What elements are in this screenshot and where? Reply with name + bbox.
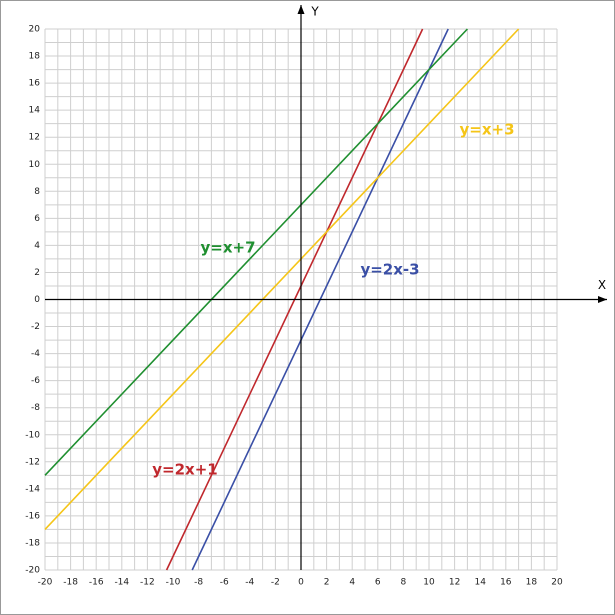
x-tick-label: 6 (375, 578, 381, 588)
x-tick-label: 10 (423, 578, 435, 588)
x-axis-arrow (598, 296, 607, 303)
y-tick-label: 16 (29, 79, 41, 89)
x-axis-label: X (598, 278, 606, 292)
series-label: y=x+3 (459, 121, 514, 139)
y-tick-label: -6 (31, 376, 40, 386)
series-line (44, 28, 468, 476)
y-tick-label: -4 (31, 349, 40, 359)
x-tick-label: 20 (551, 578, 563, 588)
x-tick-label: -18 (63, 578, 78, 588)
y-tick-label: -10 (25, 430, 40, 440)
x-tick-label: 4 (349, 578, 355, 588)
y-tick-label: 12 (29, 133, 40, 143)
axes: -20 -18 -16 -14 -12 -10 -8 -6 -4 -2 0 2 4 6 8 10 12 14 16 1… (25, 5, 607, 588)
series-label: y=2x+1 (152, 461, 217, 479)
x-tick-label: 12 (449, 578, 460, 588)
y-tick-label: 6 (34, 214, 40, 224)
y-tick-label: 0 (34, 295, 40, 305)
y-tick-label: 14 (29, 106, 41, 116)
y-tick-label: 8 (34, 187, 40, 197)
y-tick-label: -2 (31, 322, 40, 332)
x-tick-label: -16 (89, 578, 104, 588)
y-axis-arrow (297, 5, 305, 14)
x-tick-label: -14 (114, 578, 129, 588)
y-tick-label: 20 (29, 25, 41, 35)
y-tick-label: -8 (31, 403, 40, 413)
series-line (44, 28, 520, 530)
y-tick-label: -16 (25, 511, 40, 521)
x-tick-label: 18 (526, 578, 538, 588)
x-tick-label: 0 (298, 578, 304, 588)
y-tick-label: 2 (34, 268, 40, 278)
x-tick-label: -20 (38, 578, 53, 588)
y-tick-label: 4 (34, 241, 40, 251)
x-tick-label: -10 (166, 578, 181, 588)
y-tick-label: -14 (25, 484, 40, 494)
x-tick-label: -2 (271, 578, 280, 588)
x-tick-label: -6 (220, 578, 229, 588)
series-label: y=x+7 (200, 239, 255, 257)
y-tick-label: 10 (29, 160, 41, 170)
y-axis-label: Y (310, 5, 319, 19)
x-tick-label: -8 (194, 578, 203, 588)
x-tick-label: -4 (245, 578, 254, 588)
y-tick-label: -20 (25, 566, 40, 576)
y-tick-label: -18 (25, 538, 40, 548)
lines: y=2x+1 y=2x-3 y=x+7 y=x+3 (44, 28, 520, 571)
y-tick-label: -12 (25, 457, 40, 467)
x-tick-label: 2 (324, 578, 330, 588)
x-tick-label: -12 (140, 578, 155, 588)
x-tick-label: 8 (401, 578, 407, 588)
series-label: y=2x-3 (360, 261, 419, 279)
x-tick-label: 14 (474, 578, 486, 588)
y-tick-label: 18 (29, 52, 41, 62)
x-tick-label: 16 (500, 578, 512, 588)
